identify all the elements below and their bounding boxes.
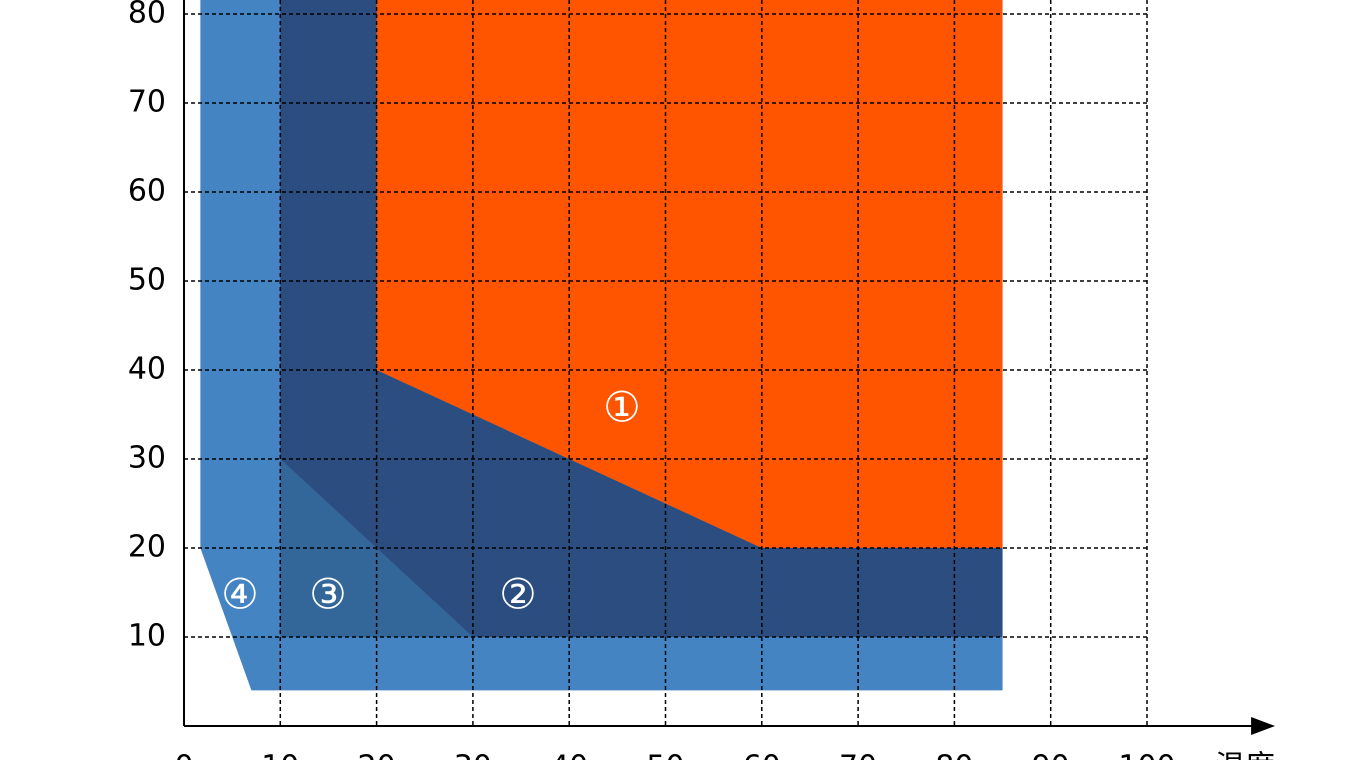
x-tick-label: 30 (454, 750, 492, 760)
x-tick-label: 20 (358, 750, 396, 760)
y-tick-label: 20 (128, 530, 166, 565)
y-tick-label: 60 (128, 174, 166, 209)
x-tick-label: 70 (839, 750, 877, 760)
region-label: ③ (309, 570, 347, 619)
region-label: ② (499, 570, 537, 619)
x-axis-arrow (1251, 717, 1276, 735)
region-label: ① (603, 383, 641, 432)
y-tick-label: 80 (128, 0, 166, 31)
region-label: ④ (221, 570, 259, 619)
x-tick-label: 60 (743, 750, 781, 760)
x-tick-label: 100 (1118, 750, 1175, 760)
y-tick-label: 30 (128, 441, 166, 476)
x-tick-label: 50 (646, 750, 684, 760)
y-tick-label: 40 (128, 352, 166, 387)
x-tick-label: 90 (1032, 750, 1070, 760)
x-tick-label: 40 (550, 750, 588, 760)
x-tick-label: 80 (935, 750, 973, 760)
y-tick-label: 70 (128, 85, 166, 120)
y-tick-label: 10 (128, 619, 166, 654)
x-axis-label: 温度 (1215, 750, 1275, 760)
x-tick-label: 0 (174, 750, 193, 760)
region (376, 0, 1003, 548)
x-tick-label: 10 (261, 750, 299, 760)
region (280, 0, 1003, 637)
y-tick-label: 50 (128, 263, 166, 298)
